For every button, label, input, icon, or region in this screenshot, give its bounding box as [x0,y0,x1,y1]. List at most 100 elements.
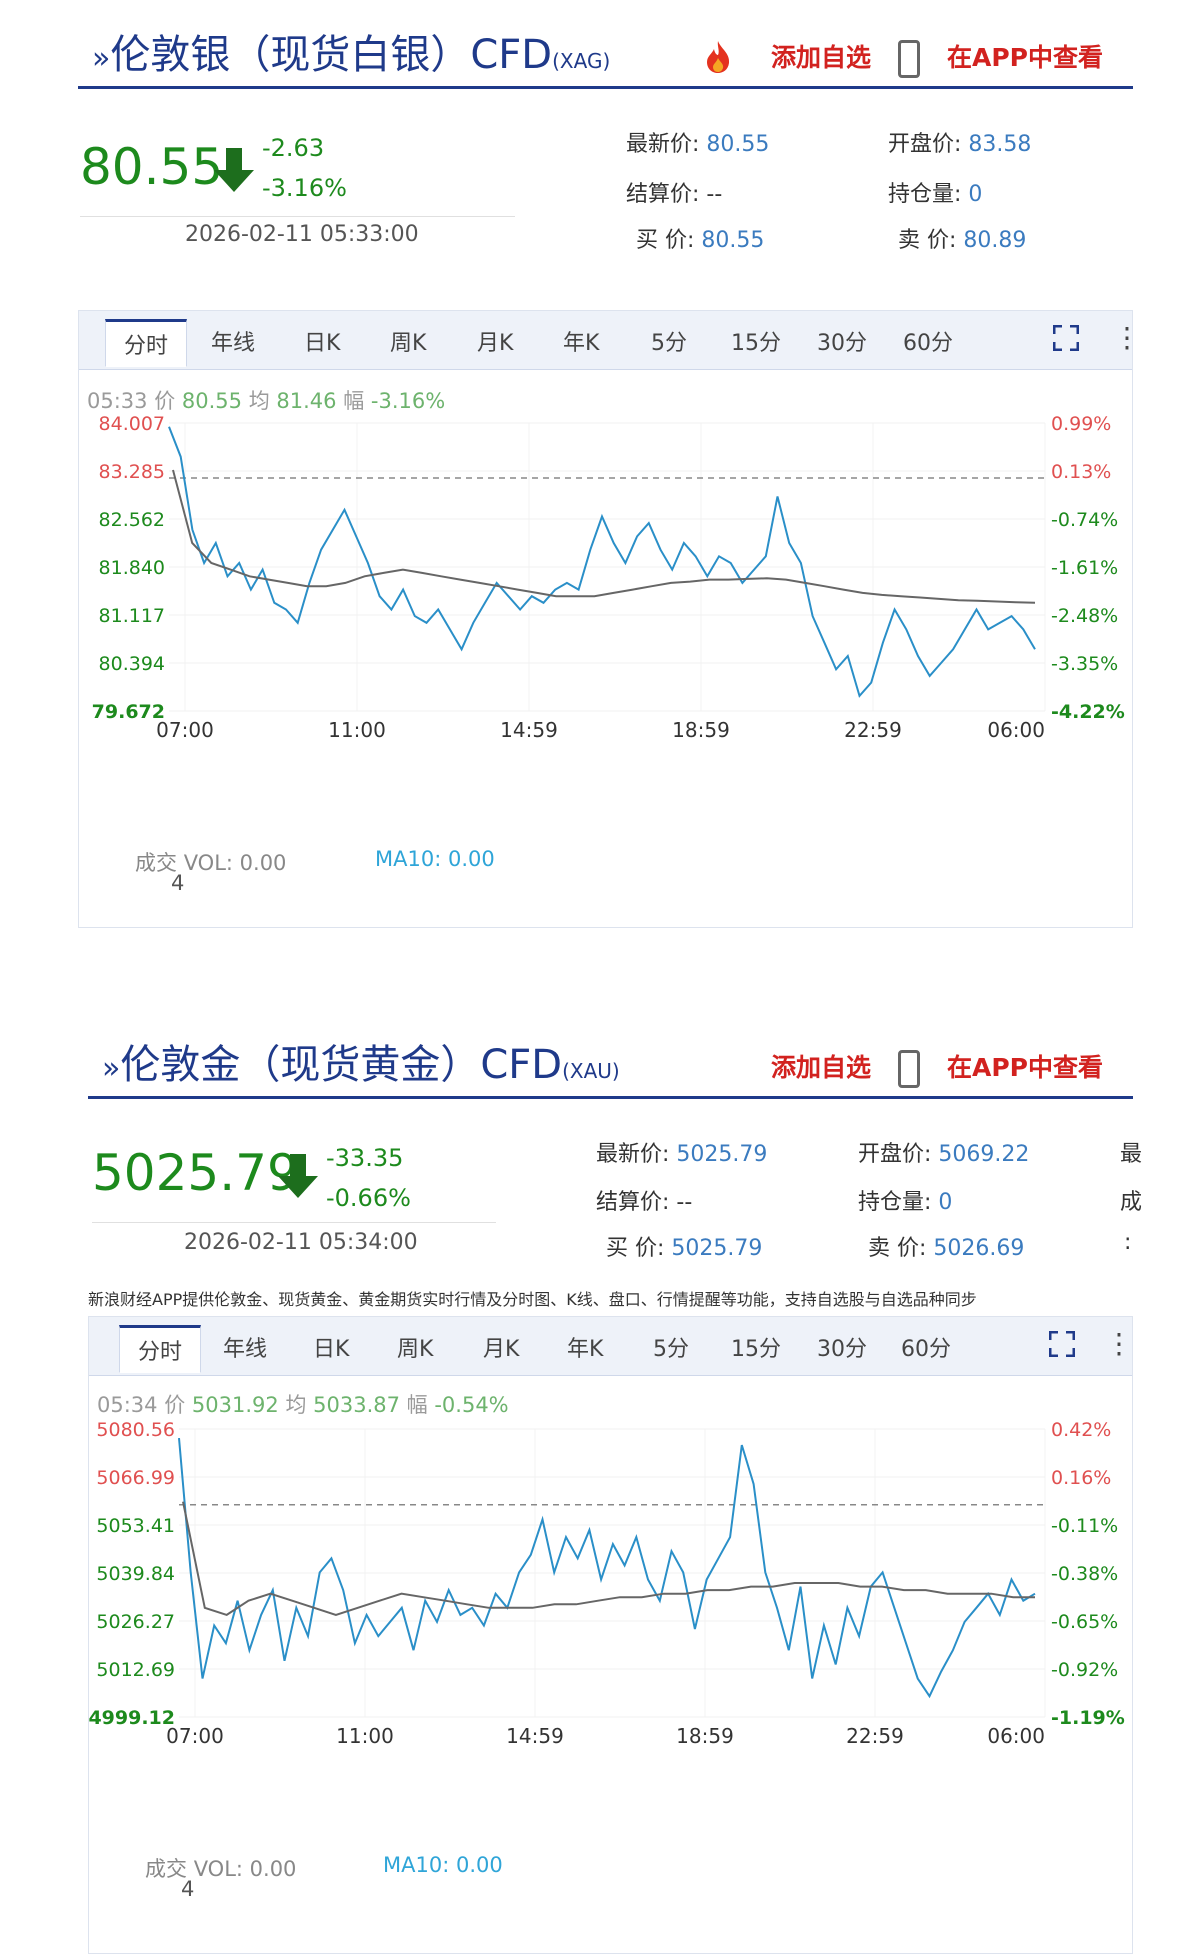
field-label: 开盘价: [858,1142,932,1167]
x-tick-label: 07:00 [166,1724,224,1748]
y-tick-label: 81.840 [99,557,165,579]
ma10-value: MA10: 0.00 [383,1853,503,1877]
volume-bar: 成交 VOL: 0.00 [135,847,286,877]
average-series-line [172,469,1036,604]
status-amplitude: -3.16% [370,389,446,413]
price-series-line [178,1438,1036,1699]
quote-timestamp: 2026-02-11 05:34:00 [184,1230,418,1255]
y-tick-label: 5026.27 [96,1611,175,1633]
x-tick-label: 18:59 [676,1724,734,1748]
y-tick-label: 4999.12 [89,1707,175,1729]
quote-header: »伦敦银（现货白银）CFD(XAG) 添加自选 在APP中查看 [78,0,1133,89]
volume-count: 4 [181,1877,195,1901]
x-tick-label: 22:59 [846,1724,904,1748]
tab-60min[interactable]: 60分 [903,331,953,356]
x-tick-label: 07:00 [156,718,214,742]
y-tick-label-right: 0.42% [1051,1419,1111,1441]
divider [80,216,515,217]
tab-5min[interactable]: 5分 [651,331,687,356]
y-tick-label-right: -3.35% [1051,653,1118,675]
clipped-label: : [1124,1230,1132,1255]
y-tick-label: 5039.84 [96,1563,175,1585]
field-value: 5026.69 [933,1236,1025,1261]
status-label: 价 [164,1393,186,1417]
silver-quote-panel: »伦敦银（现货白银）CFD(XAG) 添加自选 在APP中查看 80.55 -2… [0,0,1179,930]
tab-weekly-k[interactable]: 周K [390,331,427,356]
tab-15min[interactable]: 15分 [731,331,781,356]
field-label: 结算价: [596,1190,670,1215]
tab-5min[interactable]: 5分 [653,1337,689,1362]
price-change-percent: -0.66% [326,1184,411,1212]
phone-icon [898,1050,920,1088]
more-menu-icon[interactable]: ⋮ [1113,321,1141,354]
promo-note: 新浪财经APP提供伦敦金、现货黄金、黄金期货实时行情及分时图、K线、盘口、行情提… [88,1290,977,1309]
chart-container: 分时 年线 日K 周K 月K 年K 5分 15分 30分 60分 ⋮ 05:33… [78,310,1141,928]
tab-30min[interactable]: 30分 [817,1337,867,1362]
y-tick-label: 5080.56 [96,1419,175,1441]
y-tick-label-right: 0.16% [1051,1467,1111,1489]
volume-value: VOL: 0.00 [183,851,287,875]
fullscreen-icon[interactable] [1053,325,1079,351]
arrow-mark-icon: » [92,41,111,76]
view-in-app-button[interactable]: 在APP中查看 [947,43,1103,72]
tab-daily-k[interactable]: 日K [313,1337,350,1362]
y-tick-label: 81.117 [99,605,165,627]
x-tick-label: 14:59 [506,1724,564,1748]
more-menu-icon[interactable]: ⋮ [1105,1327,1133,1360]
tab-monthly-k[interactable]: 月K [477,331,514,356]
ma10-readout: MA10: 0.00 [375,847,495,871]
view-in-app-button[interactable]: 在APP中查看 [947,1053,1103,1082]
y-tick-label: 79.672 [92,701,165,723]
add-watchlist-button[interactable]: 添加自选 [770,43,871,72]
y-tick-label: 80.394 [99,653,165,675]
latest-price-field: 最新价: 5025.79 [596,1136,767,1168]
tab-weekly-k[interactable]: 周K [397,1337,434,1362]
open-price-field: 开盘价: 83.58 [888,126,1031,158]
instrument-title: »伦敦银（现货白银）CFD(XAG) [92,22,610,80]
open-price-field: 开盘价: 5069.22 [858,1136,1029,1168]
field-value: -- [676,1190,693,1215]
tab-yearly-k[interactable]: 年K [563,331,600,356]
field-label: 卖 价: [898,228,957,253]
fullscreen-icon[interactable] [1049,1331,1075,1357]
tab-daily-k[interactable]: 日K [304,331,341,356]
tab-30min[interactable]: 30分 [817,331,867,356]
tab-15min[interactable]: 15分 [731,1337,781,1362]
volume-value: VOL: 0.00 [193,1857,297,1881]
price-series-line [168,426,1036,698]
status-label: 价 [154,389,176,413]
instrument-code: (XAG) [552,49,611,73]
tab-intraday[interactable]: 分时 [119,1325,202,1373]
x-tick-label: 14:59 [500,718,558,742]
status-avg: 81.46 [276,389,337,413]
tab-60min[interactable]: 60分 [901,1337,951,1362]
cursor-status: 05:34 价 5031.92 均 5033.87 幅 -0.54% [97,1389,509,1419]
average-series-line [182,1501,1035,1616]
tab-year-line[interactable]: 年线 [211,331,256,356]
status-price: 5031.92 [191,1393,279,1417]
status-avg: 5033.87 [313,1393,400,1417]
ask-price-field: 卖 价: 80.89 [898,222,1026,254]
field-label: 最新价: [626,132,700,157]
field-label: 持仓量: [858,1190,932,1215]
period-tabs: 分时 年线 日K 周K 月K 年K 5分 15分 30分 60分 ⋮ [89,1317,1133,1376]
x-tick-label: 06:00 [987,718,1045,742]
y-tick-label-right: 0.99% [1051,413,1111,435]
tab-intraday[interactable]: 分时 [105,319,188,367]
field-value: 0 [938,1190,953,1215]
y-tick-label-right: -1.61% [1051,557,1118,579]
tab-year-line[interactable]: 年线 [223,1337,268,1362]
ma10-readout: MA10: 0.00 [383,1853,503,1877]
y-tick-label: 83.285 [99,461,165,483]
y-tick-label-right: -0.74% [1051,509,1118,531]
ma10-value: MA10: 0.00 [375,847,495,871]
instrument-title: »伦敦金（现货黄金）CFD(XAU) [102,1032,620,1090]
tab-yearly-k[interactable]: 年K [567,1337,604,1362]
y-tick-label: 5012.69 [96,1659,175,1681]
field-value: 5025.79 [671,1236,763,1261]
status-label: 均 [285,1393,307,1417]
phone-icon [898,40,920,78]
add-watchlist-button[interactable]: 添加自选 [770,1053,871,1082]
tab-monthly-k[interactable]: 月K [483,1337,520,1362]
x-tick-label: 11:00 [328,718,386,742]
